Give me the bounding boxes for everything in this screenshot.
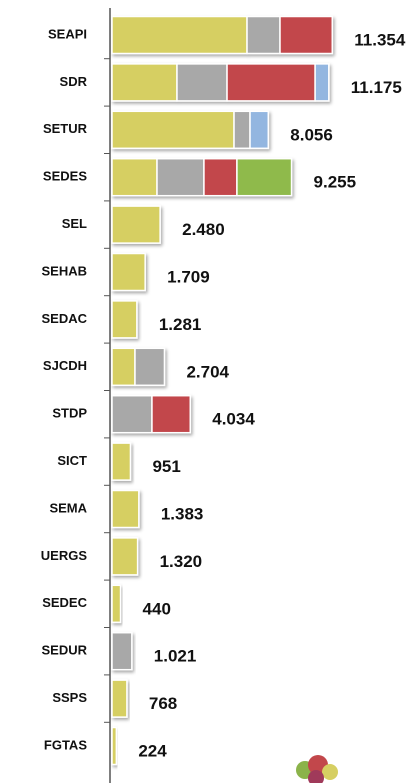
bar-segment <box>249 110 270 150</box>
total-label: 11.354 <box>354 30 406 49</box>
bar-segment <box>111 679 128 718</box>
bar-group <box>111 537 139 576</box>
bar-segment <box>111 157 158 197</box>
total-label: 2.704 <box>186 362 229 381</box>
bar-group <box>111 157 293 197</box>
bar-segment <box>111 394 153 434</box>
total-label: 1.281 <box>159 315 202 334</box>
bar-group <box>111 252 146 292</box>
bar-segment <box>111 537 139 576</box>
total-label: 8.056 <box>290 125 333 144</box>
bar-group <box>111 584 122 624</box>
bar-segment <box>111 489 140 529</box>
bar-segment <box>111 15 248 55</box>
category-label: SEDUR <box>41 643 87 658</box>
bar-segment <box>111 584 122 624</box>
category-label: SEDEC <box>42 595 87 610</box>
bar-segment <box>203 157 238 197</box>
total-label: 768 <box>149 694 177 713</box>
total-label: 1.021 <box>154 647 197 666</box>
bar-segment <box>111 726 118 766</box>
total-label: 1.320 <box>160 552 203 571</box>
bar-group <box>111 300 138 339</box>
bar-group <box>111 679 128 718</box>
bar-group <box>111 15 334 55</box>
bar-segment <box>236 157 293 197</box>
category-label: SETUR <box>43 121 88 136</box>
total-label: 2.480 <box>182 220 225 239</box>
category-label: SEAPI <box>48 26 87 41</box>
bar-segment <box>176 63 228 102</box>
category-label: SSPS <box>52 690 87 705</box>
total-label: 9.255 <box>314 173 357 192</box>
category-label: FGTAS <box>44 737 87 752</box>
bar-segment <box>111 347 136 387</box>
bar-group <box>111 726 118 766</box>
category-label: SEHAB <box>41 263 87 278</box>
bar-segment <box>279 15 334 55</box>
logo <box>296 755 338 783</box>
bar-group <box>111 205 161 244</box>
bar-group <box>111 631 133 671</box>
category-label: SJCDH <box>43 358 87 373</box>
total-label: 951 <box>152 457 180 476</box>
category-label: SEDAC <box>41 311 87 326</box>
bar-segment <box>156 157 205 197</box>
category-label: SEMA <box>49 500 87 515</box>
total-label: 11.175 <box>351 78 402 97</box>
bar-segment <box>246 15 281 55</box>
total-label: 440 <box>143 599 171 618</box>
bar-group <box>111 394 192 434</box>
category-label: SDR <box>60 74 88 89</box>
bar-segment <box>111 300 138 339</box>
total-label: 1.709 <box>167 267 210 286</box>
category-label: SICT <box>57 453 87 468</box>
bar-segment <box>111 110 235 150</box>
category-label: SEL <box>62 216 87 231</box>
bar-group <box>111 489 140 529</box>
bar-group <box>111 347 166 387</box>
bar-segment <box>111 631 133 671</box>
total-label: 224 <box>138 741 167 760</box>
bar-group <box>111 110 270 150</box>
bar-segment <box>314 63 330 102</box>
bar-segment <box>233 110 251 150</box>
bar-segment <box>226 63 316 102</box>
category-label: STDP <box>52 406 87 421</box>
category-label: UERGS <box>41 548 88 563</box>
bar-segment <box>111 442 132 481</box>
bar-segment <box>111 205 161 244</box>
bar-segment <box>111 252 146 292</box>
bar-group <box>111 442 132 481</box>
total-label: 1.383 <box>161 504 204 523</box>
total-label: 4.034 <box>212 410 255 429</box>
category-label: SEDES <box>43 169 87 184</box>
bar-group <box>111 63 330 102</box>
bar-segment <box>134 347 166 387</box>
bar-segment <box>111 63 178 102</box>
bar-segment <box>151 394 192 434</box>
